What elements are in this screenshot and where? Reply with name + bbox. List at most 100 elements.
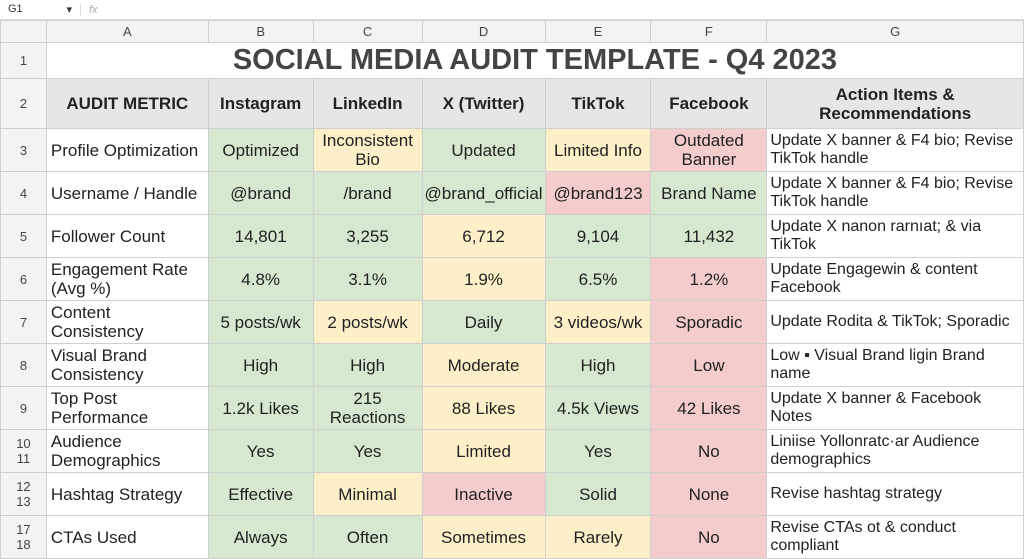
value-cell[interactable]: 88 Likes (421, 386, 546, 430)
value-cell[interactable]: 1.9% (421, 257, 546, 301)
value-cell[interactable]: 3,255 (312, 214, 423, 258)
value-cell[interactable]: Updated (421, 128, 546, 172)
action-cell[interactable]: Revise hashtag strategy (766, 472, 1024, 516)
value-cell[interactable]: 5 posts/wk (207, 300, 314, 344)
value-cell[interactable]: Yes (207, 429, 314, 473)
row-header[interactable]: 6 (0, 257, 47, 301)
value-cell[interactable]: Solid (544, 472, 652, 516)
metric-cell[interactable]: Visual Brand Consistency (45, 343, 209, 387)
metric-cell[interactable]: Content Consistency (45, 300, 209, 344)
action-cell[interactable]: Liniise Yollonratc·ar Audience demograph… (766, 429, 1024, 473)
value-cell[interactable]: None (650, 472, 768, 516)
value-cell[interactable]: 42 Likes (650, 386, 768, 430)
action-cell[interactable]: Low ▪ Visual Brand ligin Brand name (766, 343, 1024, 387)
action-cell[interactable]: Update Engagewin & content Facebook (766, 257, 1024, 301)
row-header[interactable]: 1 (0, 42, 47, 79)
value-cell[interactable]: 6,712 (421, 214, 546, 258)
column-header-c[interactable]: C (312, 20, 423, 43)
metric-cell[interactable]: Engagement Rate (Avg %) (45, 257, 209, 301)
header-cell[interactable]: Instagram (207, 78, 314, 129)
value-cell[interactable]: Brand Name (650, 171, 768, 215)
dropdown-icon[interactable]: ▾ (66, 4, 72, 16)
value-cell[interactable]: 14,801 (207, 214, 314, 258)
column-header-g[interactable]: G (766, 20, 1024, 43)
column-header-d[interactable]: D (421, 20, 546, 43)
value-cell[interactable]: 9,104 (544, 214, 652, 258)
value-cell[interactable]: 3 videos/wk (544, 300, 652, 344)
value-cell[interactable]: 215 Reactions (312, 386, 423, 430)
row-header[interactable]: 7 (0, 300, 47, 344)
action-cell[interactable]: Update X banner & F4 bio; Revise TikTok … (766, 171, 1024, 215)
row-header[interactable]: 10 11 (0, 429, 47, 473)
value-cell[interactable]: @brand_official (421, 171, 546, 215)
value-cell[interactable]: Often (312, 515, 423, 559)
header-cell[interactable]: X (Twitter) (421, 78, 546, 129)
column-header-f[interactable]: F (650, 20, 768, 43)
value-cell[interactable]: Inconsistent Bio (312, 128, 423, 172)
metric-cell[interactable]: Audience Demographics (45, 429, 209, 473)
row-header[interactable]: 2 (0, 78, 47, 129)
name-box[interactable]: G1 ▾ (8, 3, 72, 16)
action-cell[interactable]: Update X nanon rarnıat; & via TikTok (766, 214, 1024, 258)
header-cell[interactable]: Action Items & Recommendations (766, 78, 1024, 129)
value-cell[interactable]: /brand (312, 171, 423, 215)
value-cell[interactable]: Outdated Banner (650, 128, 768, 172)
column-header-a[interactable]: A (45, 20, 209, 43)
value-cell[interactable]: High (207, 343, 314, 387)
row-header[interactable]: 4 (0, 171, 47, 215)
row-header[interactable]: 3 (0, 128, 47, 172)
row-header[interactable]: 12 13 (0, 472, 47, 516)
value-cell[interactable]: 2 posts/wk (312, 300, 423, 344)
column-header-b[interactable]: B (207, 20, 314, 43)
value-cell[interactable]: Always (207, 515, 314, 559)
value-cell[interactable]: Rarely (544, 515, 652, 559)
value-cell[interactable]: Optimized (207, 128, 314, 172)
sheet-title[interactable]: SOCIAL MEDIA AUDIT TEMPLATE - Q4 2023 (45, 42, 1024, 79)
header-cell[interactable]: LinkedIn (312, 78, 423, 129)
value-cell[interactable]: 1.2% (650, 257, 768, 301)
value-cell[interactable]: No (650, 429, 768, 473)
row-header[interactable]: 5 (0, 214, 47, 258)
value-cell[interactable]: 4.8% (207, 257, 314, 301)
value-cell[interactable]: High (544, 343, 652, 387)
value-cell[interactable]: No (650, 515, 768, 559)
value-cell[interactable]: Effective (207, 472, 314, 516)
value-cell[interactable]: Minimal (312, 472, 423, 516)
value-cell[interactable]: 3.1% (312, 257, 423, 301)
value-cell[interactable]: High (312, 343, 423, 387)
metric-cell[interactable]: Profile Optimization (45, 128, 209, 172)
action-cell[interactable]: Revise CTAs ot & conduct compliant (766, 515, 1024, 559)
value-cell[interactable]: 11,432 (650, 214, 768, 258)
value-cell[interactable]: Limited Info (544, 128, 652, 172)
value-cell[interactable]: Sporadic (650, 300, 768, 344)
row-header[interactable]: 9 (0, 386, 47, 430)
metric-cell[interactable]: Username / Handle (45, 171, 209, 215)
value-cell[interactable]: Low (650, 343, 768, 387)
value-cell[interactable]: Yes (312, 429, 423, 473)
value-cell[interactable]: Daily (421, 300, 546, 344)
value-cell[interactable]: Moderate (421, 343, 546, 387)
value-cell[interactable]: Inactive (421, 472, 546, 516)
value-cell[interactable]: Sometimes (421, 515, 546, 559)
value-cell[interactable]: @brand123 (544, 171, 652, 215)
header-cell[interactable]: Facebook (650, 78, 768, 129)
metric-cell[interactable]: Follower Count (45, 214, 209, 258)
action-cell[interactable]: Update X banner & F4 bio; Revise TikTok … (766, 128, 1024, 172)
action-cell[interactable]: Update Rodita & TikTok; Sporadic (766, 300, 1024, 344)
row-header[interactable]: 17 18 (0, 515, 47, 559)
row-header[interactable]: 8 (0, 343, 47, 387)
value-cell[interactable]: 1.2k Likes (207, 386, 314, 430)
value-cell[interactable]: Yes (544, 429, 652, 473)
value-cell[interactable]: 6.5% (544, 257, 652, 301)
select-all-corner[interactable] (0, 20, 47, 43)
header-cell[interactable]: AUDIT METRIC (45, 78, 209, 129)
action-cell[interactable]: Update X banner & Facebook Notes (766, 386, 1024, 430)
metric-cell[interactable]: CTAs Used (45, 515, 209, 559)
value-cell[interactable]: Limited (421, 429, 546, 473)
header-cell[interactable]: TikTok (544, 78, 652, 129)
column-header-e[interactable]: E (544, 20, 652, 43)
value-cell[interactable]: @brand (207, 171, 314, 215)
metric-cell[interactable]: Hashtag Strategy (45, 472, 209, 516)
value-cell[interactable]: 4.5k Views (544, 386, 652, 430)
metric-cell[interactable]: Top Post Performance (45, 386, 209, 430)
